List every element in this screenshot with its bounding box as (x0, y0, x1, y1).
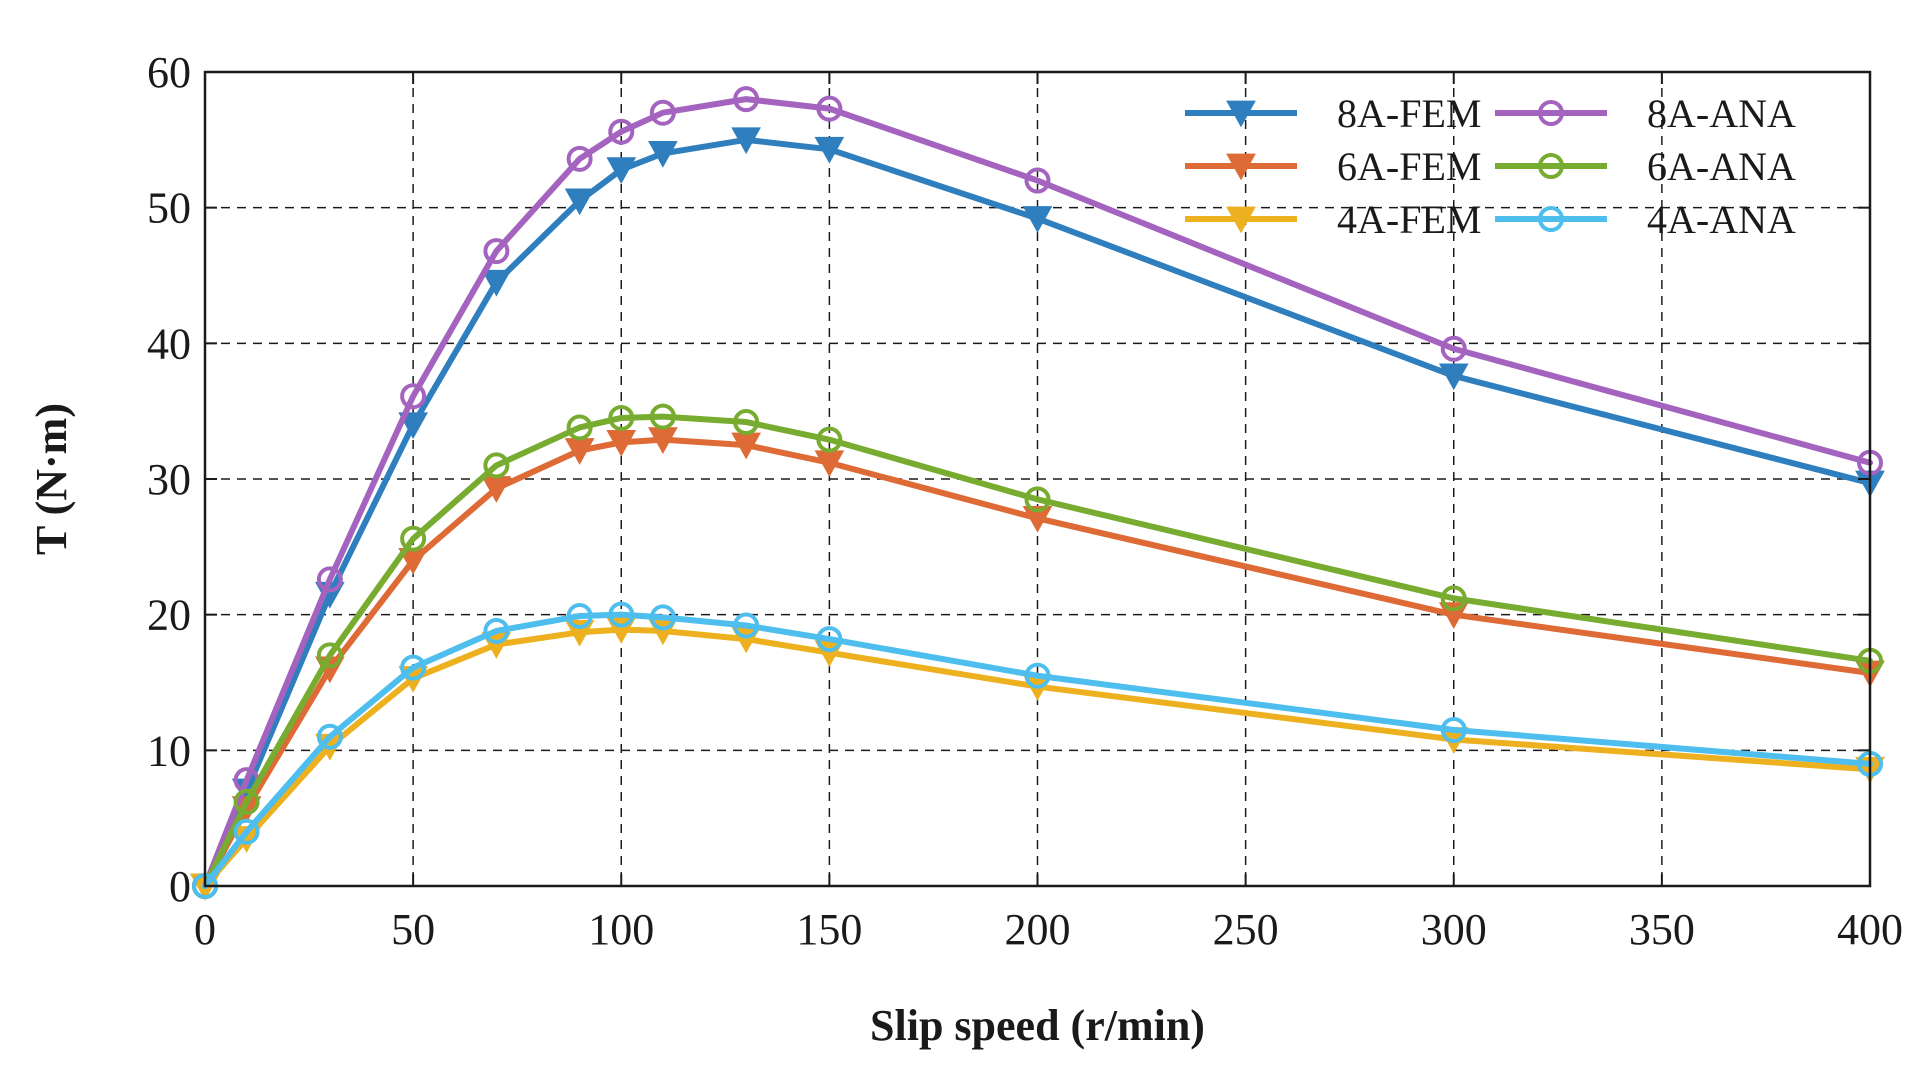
data-point (733, 409, 760, 436)
data-point (608, 118, 635, 145)
legend-item: 8A-ANA (1495, 91, 1796, 136)
data-point (1022, 505, 1053, 533)
x-tick-label: 350 (1629, 905, 1695, 954)
legend-swatch-marker (1538, 100, 1564, 126)
data-point (316, 566, 343, 593)
data-point (1022, 206, 1053, 233)
x-tick-label: 300 (1421, 905, 1487, 954)
data-point (608, 601, 635, 628)
data-point (566, 414, 593, 441)
y-tick-label: 0 (169, 862, 191, 911)
data-point (564, 188, 595, 216)
x-axis-label: Slip speed (r/min) (870, 1001, 1205, 1050)
data-point (649, 604, 676, 631)
data-point (731, 127, 761, 155)
y-tick-label: 20 (147, 591, 191, 640)
data-point (233, 788, 260, 815)
y-axis-label: T (N·m) (27, 403, 76, 555)
x-tick-label: 0 (194, 905, 216, 954)
legend-swatch-marker (1226, 153, 1256, 181)
data-point (398, 412, 428, 440)
legend-swatch-marker (1538, 206, 1564, 232)
data-point (606, 157, 637, 185)
data-point (1024, 167, 1051, 194)
data-point (814, 136, 845, 164)
data-point (649, 99, 676, 126)
legend-label: 8A-ANA (1647, 91, 1796, 136)
legend-swatch-marker (1538, 153, 1564, 179)
data-point (816, 626, 843, 653)
data-point (233, 818, 260, 845)
data-point (481, 269, 512, 297)
legend-label: 8A-FEM (1337, 91, 1481, 136)
data-point (1024, 662, 1051, 689)
data-point (566, 603, 593, 630)
legend-label: 6A-FEM (1337, 144, 1481, 189)
y-tick-label: 30 (147, 455, 191, 504)
legend-item: 6A-FEM (1185, 144, 1481, 189)
legend-label: 4A-ANA (1647, 197, 1796, 242)
series-4A-ANA (192, 601, 1883, 899)
legend-item: 6A-ANA (1495, 144, 1796, 189)
y-tick-label: 60 (147, 48, 191, 97)
data-point (608, 404, 635, 431)
data-point (1440, 716, 1467, 743)
legend-swatch-marker (1226, 100, 1256, 128)
data-point (816, 95, 843, 122)
legend-label: 6A-ANA (1647, 144, 1796, 189)
data-point (816, 426, 843, 453)
data-point (316, 642, 343, 669)
data-point (1440, 335, 1467, 362)
data-point (648, 141, 678, 168)
series-line (202, 611, 1873, 889)
y-tick-label: 40 (147, 319, 191, 368)
legend-item: 4A-ANA (1495, 197, 1796, 242)
data-point (316, 723, 343, 750)
legend-item: 8A-FEM (1185, 91, 1481, 136)
data-point (400, 525, 427, 552)
data-point (733, 612, 760, 639)
y-tick-label: 10 (147, 726, 191, 775)
data-point (1024, 486, 1051, 513)
data-point (1438, 363, 1469, 391)
series-line (202, 96, 1873, 889)
data-point (483, 617, 510, 644)
legend: 8A-FEM 8A-ANA 6A-FEM 6A-ANA 4A-FEM 4A-ANA (1185, 91, 1796, 242)
data-point (483, 238, 510, 265)
y-tick-label: 50 (147, 184, 191, 233)
legend-swatch-marker (1226, 206, 1256, 234)
data-point (566, 145, 593, 172)
data-point (1440, 585, 1467, 612)
legend-label: 4A-FEM (1337, 197, 1481, 242)
series-line (202, 413, 1873, 889)
plot-series (190, 86, 1885, 901)
grid (205, 72, 1870, 886)
x-tick-label: 200 (1005, 905, 1071, 954)
x-tick-label: 150 (796, 905, 862, 954)
data-point (733, 86, 760, 113)
data-point (400, 383, 427, 410)
data-point (649, 403, 676, 430)
x-tick-label: 100 (588, 905, 654, 954)
x-tick-label: 250 (1213, 905, 1279, 954)
axis-ticks: 0 50 100 150 200 250 300 350 400 0 10 20 30 40 50 60 (147, 48, 1903, 954)
legend-item: 4A-FEM (1185, 197, 1481, 242)
x-tick-label: 400 (1837, 905, 1903, 954)
data-point (400, 654, 427, 681)
x-tick-label: 50 (391, 905, 435, 954)
data-point (483, 452, 510, 479)
